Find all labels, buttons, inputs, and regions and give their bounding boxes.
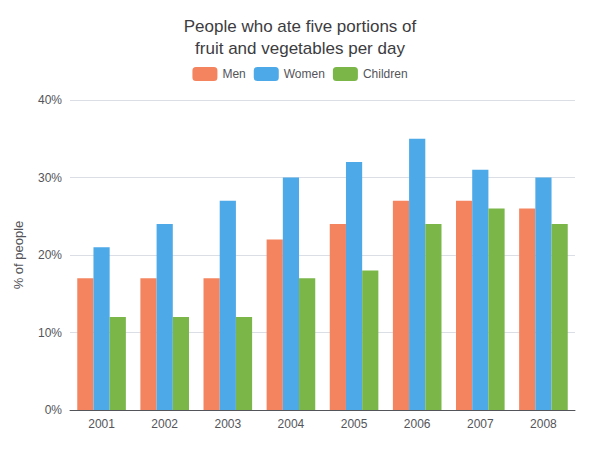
svg-text:% of people: % of people	[11, 221, 26, 290]
svg-text:10%: 10%	[38, 326, 62, 340]
svg-text:0%: 0%	[45, 403, 63, 417]
svg-text:Children: Children	[363, 67, 408, 81]
svg-text:2005: 2005	[341, 417, 368, 431]
svg-text:30%: 30%	[38, 171, 62, 185]
svg-text:People who ate five portions o: People who ate five portions of	[184, 17, 417, 36]
svg-text:2004: 2004	[278, 417, 305, 431]
svg-text:40%: 40%	[38, 93, 62, 107]
svg-text:2002: 2002	[151, 417, 178, 431]
svg-text:2003: 2003	[214, 417, 241, 431]
svg-text:2008: 2008	[530, 417, 557, 431]
svg-text:Women: Women	[284, 67, 325, 81]
svg-text:fruit and vegetables per day: fruit and vegetables per day	[195, 39, 405, 58]
svg-text:2001: 2001	[88, 417, 115, 431]
svg-text:Men: Men	[222, 67, 245, 81]
svg-text:2007: 2007	[467, 417, 494, 431]
svg-text:20%: 20%	[38, 248, 62, 262]
svg-text:2006: 2006	[404, 417, 431, 431]
